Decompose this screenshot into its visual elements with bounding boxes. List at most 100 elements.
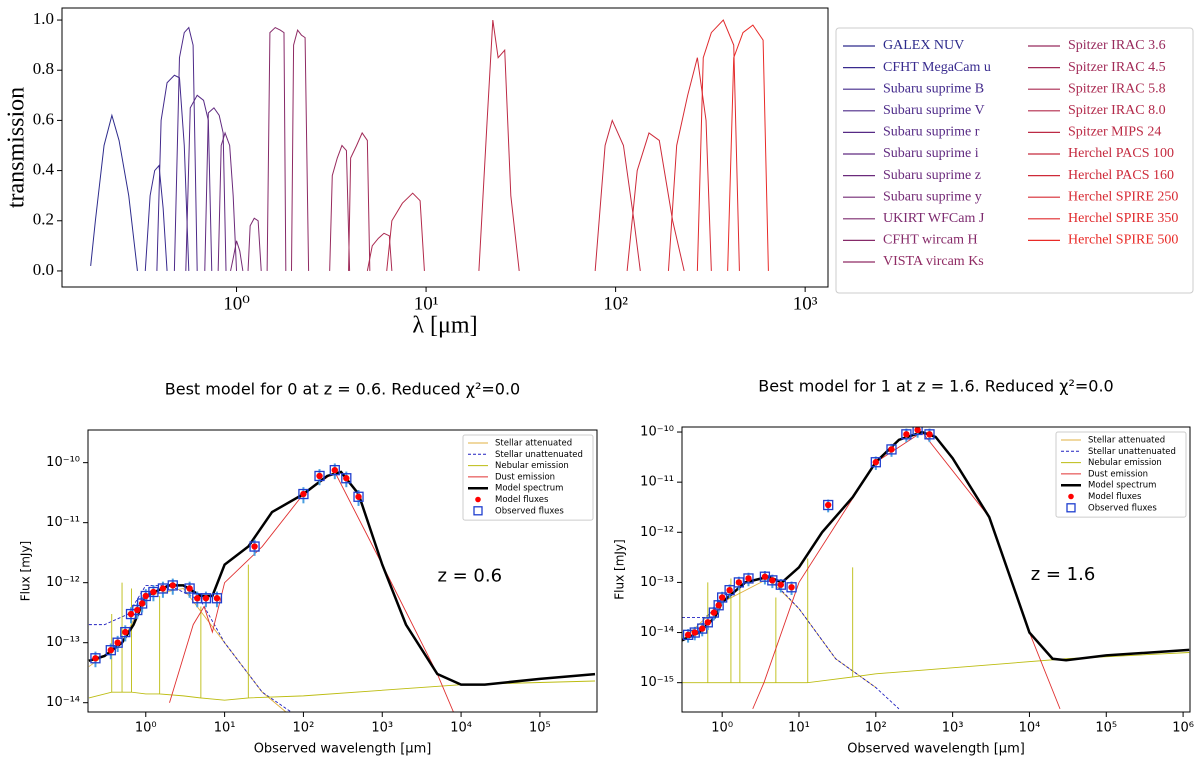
y-tick-label: 10⁻¹³: [640, 575, 674, 590]
y-axis-label: Flux [mJy]: [613, 539, 627, 599]
y-tick-label: 10⁻¹⁴: [46, 695, 80, 710]
x-axis-label: Observed wavelength [μm]: [847, 742, 1025, 757]
legend-marker: [1066, 503, 1076, 513]
annotation: z = 1.6: [1031, 564, 1096, 585]
observed-flux-point: [786, 582, 797, 593]
legend-label: Spitzer IRAC 8.0: [1068, 103, 1166, 118]
observed-flux-point: [912, 427, 923, 436]
legend-label: Model fluxes: [1088, 492, 1142, 502]
model-flux-point: [142, 592, 149, 600]
observed-flux-point: [823, 499, 834, 511]
model-flux-point: [761, 573, 769, 580]
model-flux-point: [251, 543, 258, 550]
axes-frame: [681, 426, 1191, 713]
model-flux-point: [715, 602, 722, 609]
legend-label: Subaru suprime B: [883, 81, 984, 96]
observed-flux-point: [329, 464, 340, 476]
series-line: [88, 584, 292, 712]
model-flux-point: [127, 610, 135, 618]
series-line: [682, 577, 877, 688]
y-tick-label: 10⁻¹⁴: [640, 625, 674, 640]
plot-area: [88, 463, 596, 712]
legend-label: Dust emission: [1088, 469, 1148, 479]
observed-flux-point: [112, 637, 123, 648]
observed-flux-point: [298, 488, 309, 500]
legend-label: Herchel SPIRE 350: [1068, 211, 1178, 226]
observed-flux-point: [314, 470, 325, 482]
legend-label: Model fluxes: [495, 495, 549, 505]
legend-marker: [1068, 493, 1074, 500]
x-tick-label: 10²: [293, 721, 315, 736]
observed-flux-point: [724, 585, 735, 596]
model-flux-point: [710, 609, 718, 616]
model-flux-point: [107, 646, 114, 654]
x-tick-label: 10⁴: [1019, 721, 1041, 736]
legend-label: Herchel SPIRE 500: [1068, 233, 1178, 248]
y-axis-label: Flux [mJy]: [19, 541, 33, 601]
model-flux-point: [699, 625, 706, 632]
x-tick-label: 10¹: [214, 721, 236, 736]
model-flux-point: [788, 584, 795, 591]
legend-label: Observed fluxes: [495, 506, 564, 516]
y-tick-label: 0.2: [33, 210, 54, 229]
y-tick-label: 0.6: [33, 109, 54, 128]
legend-label: Spitzer IRAC 5.8: [1068, 81, 1166, 96]
series-line: [594, 118, 641, 272]
x-tick-label: 10¹: [788, 721, 810, 736]
y-tick-label: 0.8: [33, 59, 54, 78]
model-flux-point: [316, 472, 323, 480]
observed-flux-point: [870, 457, 881, 468]
model-flux-point: [186, 585, 193, 592]
observed-flux-point: [702, 617, 713, 628]
series-line: [682, 576, 900, 710]
series-line: [329, 144, 351, 271]
legend-label: Subaru suprime y: [883, 189, 982, 204]
y-tick-label: 10⁻¹¹: [640, 475, 674, 490]
model-flux-point: [735, 579, 743, 586]
model-flux-point: [343, 475, 350, 482]
model-flux-point: [684, 631, 692, 639]
observed-flux-point: [759, 571, 771, 582]
model-flux-point: [914, 427, 921, 434]
x-tick-label: 10⁵: [529, 721, 551, 736]
x-tick-label: 10⁴: [450, 721, 472, 736]
observed-flux-point: [249, 541, 260, 552]
series-line: [478, 19, 520, 271]
plot-area: [90, 19, 769, 272]
chart-title: Best model for 1 at z = 1.6. Reduced χ²=…: [758, 377, 1113, 396]
legend-label: Observed fluxes: [1088, 503, 1157, 513]
model-flux-point: [134, 606, 141, 614]
model-flux-point: [769, 577, 776, 584]
legend-label: GALEX NUV: [883, 38, 964, 53]
legend-label: Herchel PACS 160: [1068, 168, 1174, 183]
series-line: [291, 28, 310, 271]
legend-label: UKIRT WFCam J: [883, 211, 985, 226]
model-flux-point: [159, 585, 167, 592]
series-line: [727, 24, 769, 271]
model-flux-point: [194, 595, 201, 602]
legend-label: Subaru suprime z: [883, 168, 981, 183]
legend-label: Dust emission: [495, 472, 555, 482]
x-tick-label: 10²: [603, 293, 628, 314]
y-tick-label: 10⁻¹²: [46, 575, 80, 590]
legend-label: Stellar attenuated: [495, 439, 572, 449]
y-tick-label: 10⁻¹²: [640, 525, 674, 540]
observed-flux-point: [120, 626, 131, 638]
series-line: [88, 564, 596, 701]
series-line: [667, 57, 712, 271]
observed-flux-point: [341, 473, 352, 484]
observed-flux-point: [157, 583, 169, 594]
legend-label: Nebular emission: [495, 461, 569, 471]
observed-flux-point: [90, 653, 101, 664]
series-line: [144, 164, 168, 271]
series-line: [185, 94, 213, 271]
model-flux-point: [92, 655, 99, 662]
model-flux-point: [202, 595, 210, 602]
axes-frame: [87, 429, 598, 713]
legend-label: CFHT MegaCam u: [883, 60, 991, 75]
legend-label: Spitzer IRAC 4.5: [1068, 60, 1166, 75]
model-flux-point: [331, 466, 338, 474]
observed-flux-point: [886, 444, 897, 455]
